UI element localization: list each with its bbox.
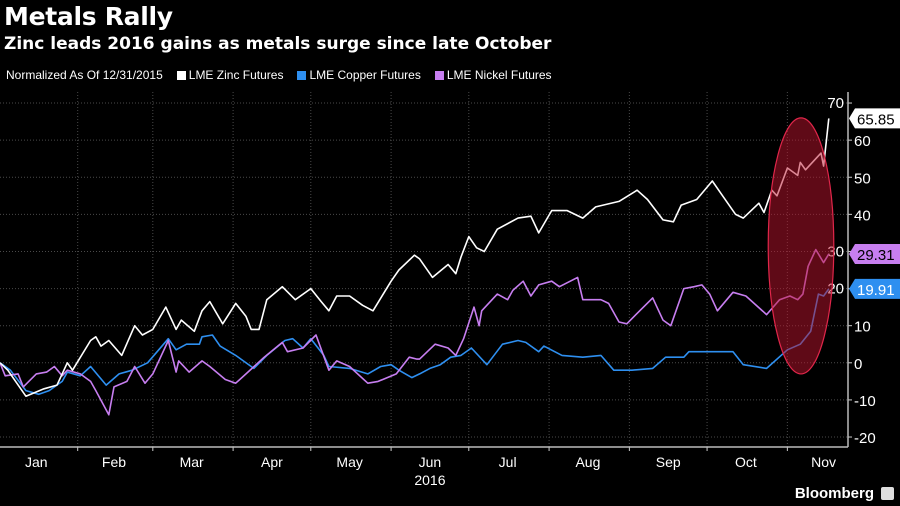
legend-note: Normalized As Of 12/31/2015 <box>6 68 163 82</box>
y-tick-label: 60 <box>854 133 871 150</box>
x-tick-label: Jul <box>499 454 517 470</box>
legend-label-zinc: LME Zinc Futures <box>188 68 284 82</box>
chart-subtitle: Zinc leads 2016 gains as metals surge si… <box>4 34 552 54</box>
value-tag-label: 29.31 <box>857 247 895 264</box>
legend-swatch-zinc <box>176 70 186 80</box>
x-axis-label: 2016 <box>414 472 445 488</box>
x-tick-label: Aug <box>575 454 600 470</box>
y-tick-label: 40 <box>854 207 871 224</box>
legend-item-copper: LME Copper Futures <box>297 68 421 82</box>
value-tag-label: 65.85 <box>857 111 895 128</box>
legend-item-zinc: LME Zinc Futures <box>176 68 284 82</box>
y-tick-label: 0 <box>854 356 862 373</box>
x-tick-label: Jun <box>419 454 442 470</box>
series-line-lme-copper-futures <box>0 288 830 396</box>
highlight-ellipse <box>767 117 835 375</box>
legend-item-nickel: LME Nickel Futures <box>434 68 552 82</box>
value-tag: 65.85 <box>849 108 900 129</box>
bloomberg-chart-icon <box>881 487 894 500</box>
y-tick-label: -20 <box>854 430 876 447</box>
x-tick-label: Sep <box>656 454 681 470</box>
value-tag-bg <box>849 108 900 129</box>
value-tag: 29.31 <box>849 244 900 265</box>
x-tick-label: Jan <box>25 454 48 470</box>
legend-swatch-nickel <box>434 70 444 80</box>
value-tag-label: 19.91 <box>857 282 895 299</box>
chart-title: Metals Rally <box>4 2 173 31</box>
y-tick-label: 70 <box>827 95 844 112</box>
value-tag-bg <box>849 244 900 265</box>
y-tick-label: 10 <box>854 319 871 336</box>
x-tick-label: Oct <box>735 454 757 470</box>
bloomberg-logo: Bloomberg <box>794 485 874 502</box>
y-tick-label: -10 <box>854 393 876 410</box>
x-tick-label: Feb <box>102 454 126 470</box>
legend-label-copper: LME Copper Futures <box>309 68 421 82</box>
series-line-lme-nickel-futures <box>0 248 830 416</box>
x-tick-label: Nov <box>811 454 836 470</box>
value-tag-bg <box>849 278 900 299</box>
x-tick-label: Apr <box>261 454 283 470</box>
y-tick-label: 50 <box>854 170 871 187</box>
value-tag: 19.91 <box>849 278 900 299</box>
legend: Normalized As Of 12/31/2015 LME Zinc Fut… <box>6 68 552 82</box>
x-tick-label: Mar <box>180 454 204 470</box>
legend-label-nickel: LME Nickel Futures <box>446 68 552 82</box>
legend-swatch-copper <box>297 70 307 80</box>
series-line-lme-zinc-futures <box>0 118 830 398</box>
x-tick-label: May <box>336 454 362 470</box>
